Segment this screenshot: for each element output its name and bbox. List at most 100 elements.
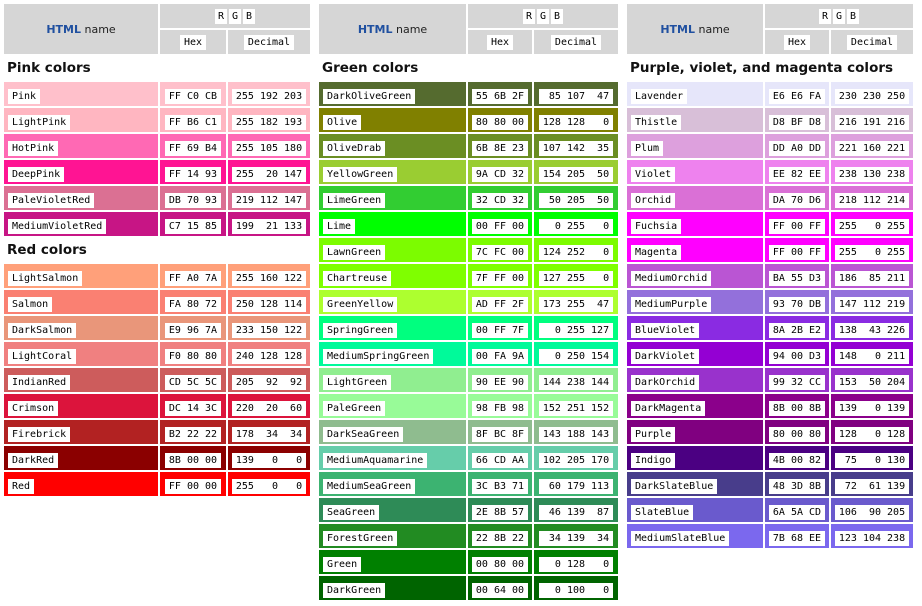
color-row: HotPink FF 69 B4 255 105 180	[3, 133, 311, 159]
hex-value: 8B 00 00	[164, 453, 222, 468]
decimal-value: 34 139 34	[538, 531, 614, 546]
hex-value: 66 CD AA	[471, 453, 529, 468]
hex-value: FF B6 C1	[164, 115, 222, 130]
color-name: DarkRed	[8, 453, 59, 468]
hex-value: DC 14 3C	[164, 401, 222, 416]
hex-cell: D8 BF D8	[764, 107, 830, 133]
color-name-cell: DarkRed	[3, 445, 159, 471]
decimal-cell: 75 0 130	[830, 445, 914, 471]
hex-value: 98 FB 98	[471, 401, 529, 416]
decimal-value: 128 128 0	[538, 115, 614, 130]
hex-cell: 6B 8E 23	[467, 133, 533, 159]
decimal-cell: 0 255 127	[533, 315, 619, 341]
color-name-cell: Green	[318, 549, 467, 575]
decimal-value: 139 0 0	[231, 453, 307, 468]
color-row: DarkOrchid 99 32 CC 153 50 204	[626, 367, 914, 393]
hex-value: 00 64 00	[471, 583, 529, 598]
hex-value: 8A 2B E2	[768, 323, 826, 338]
hex-value: 80 00 80	[768, 427, 826, 442]
decimal-value: 250 128 114	[231, 297, 307, 312]
decimal-cell: 218 112 214	[830, 185, 914, 211]
color-name-cell: MediumAquamarine	[318, 445, 467, 471]
color-row: IndianRed CD 5C 5C 205 92 92	[3, 367, 311, 393]
r-label: R	[818, 8, 831, 24]
color-row: PaleGreen 98 FB 98 152 251 152	[318, 393, 619, 419]
color-row: BlueViolet 8A 2B E2 138 43 226	[626, 315, 914, 341]
hex-value: FF 14 93	[164, 167, 222, 182]
color-row: DarkViolet 94 00 D3 148 0 211	[626, 341, 914, 367]
color-name-cell: Orchid	[626, 185, 764, 211]
color-name-cell: Magenta	[626, 237, 764, 263]
decimal-value: 221 160 221	[834, 141, 910, 156]
decimal-cell: 250 128 114	[227, 289, 311, 315]
color-name: Orchid	[631, 193, 676, 208]
hex-value: 00 FA 9A	[471, 349, 529, 364]
color-name-cell: DarkSeaGreen	[318, 419, 467, 445]
color-row: MediumAquamarine 66 CD AA 102 205 170	[318, 445, 619, 471]
hex-value: 2E 8B 57	[471, 505, 529, 520]
color-row: Red FF 00 00 255 0 0	[3, 471, 311, 497]
color-name-cell: Indigo	[626, 445, 764, 471]
decimal-header: Decimal	[533, 29, 619, 55]
color-name: DarkGreen	[323, 583, 386, 598]
hex-cell: 55 6B 2F	[467, 81, 533, 107]
color-row: DarkOliveGreen 55 6B 2F 85 107 47	[318, 81, 619, 107]
hex-value: 8F BC 8F	[471, 427, 529, 442]
color-name-cell: Lime	[318, 211, 467, 237]
decimal-value: 255 0 255	[834, 219, 910, 234]
color-row: Green 00 80 00 0 128 0	[318, 549, 619, 575]
color-row: DarkMagenta 8B 00 8B 139 0 139	[626, 393, 914, 419]
hex-value: EE 82 EE	[768, 167, 826, 182]
g-label: G	[832, 8, 846, 24]
color-name-cell: DarkViolet	[626, 341, 764, 367]
color-row: DarkGreen 00 64 00 0 100 0	[318, 575, 619, 601]
color-name-cell: LawnGreen	[318, 237, 467, 263]
decimal-value: 0 100 0	[538, 583, 614, 598]
decimal-value: 0 255 0	[538, 219, 614, 234]
color-name: Purple	[631, 427, 676, 442]
decimal-cell: 139 0 0	[227, 445, 311, 471]
color-name-cell: Purple	[626, 419, 764, 445]
color-name: Olive	[323, 115, 362, 130]
hex-value: 55 6B 2F	[471, 89, 529, 104]
section-title: Red colors	[3, 237, 311, 263]
hex-cell: 94 00 D3	[764, 341, 830, 367]
decimal-cell: 152 251 152	[533, 393, 619, 419]
decimal-value: 205 92 92	[231, 375, 307, 390]
decimal-value: 255 105 180	[231, 141, 307, 156]
hex-cell: 99 32 CC	[764, 367, 830, 393]
color-row: OliveDrab 6B 8E 23 107 142 35	[318, 133, 619, 159]
color-name-cell: MediumVioletRed	[3, 211, 159, 237]
color-name: DarkOrchid	[631, 375, 700, 390]
hex-value: FF 69 B4	[164, 141, 222, 156]
decimal-cell: 128 0 128	[830, 419, 914, 445]
decimal-value: 153 50 204	[834, 375, 910, 390]
hex-cell: 7C FC 00	[467, 237, 533, 263]
decimal-value: 233 150 122	[231, 323, 307, 338]
color-name-cell: BlueViolet	[626, 315, 764, 341]
decimal-value: 85 107 47	[538, 89, 614, 104]
hex-value: F0 80 80	[164, 349, 222, 364]
hex-cell: 93 70 DB	[764, 289, 830, 315]
color-row: DarkSalmon E9 96 7A 233 150 122	[3, 315, 311, 341]
hex-cell: FA 80 72	[159, 289, 227, 315]
decimal-cell: 199 21 133	[227, 211, 311, 237]
decimal-cell: 85 107 47	[533, 81, 619, 107]
color-name-cell: Violet	[626, 159, 764, 185]
color-name: Violet	[631, 167, 676, 182]
decimal-value: 255 20 147	[231, 167, 307, 182]
hex-value: AD FF 2F	[471, 297, 529, 312]
hex-value: CD 5C 5C	[164, 375, 222, 390]
decimal-value: 139 0 139	[834, 401, 910, 416]
hex-header: Hex	[159, 29, 227, 55]
color-name-cell: SeaGreen	[318, 497, 467, 523]
color-row: Olive 80 80 00 128 128 0	[318, 107, 619, 133]
color-name: IndianRed	[8, 375, 71, 390]
color-row: MediumVioletRed C7 15 85 199 21 133	[3, 211, 311, 237]
hex-cell: 66 CD AA	[467, 445, 533, 471]
hex-cell: 00 64 00	[467, 575, 533, 601]
hex-cell: 80 00 80	[764, 419, 830, 445]
hex-cell: 22 8B 22	[467, 523, 533, 549]
